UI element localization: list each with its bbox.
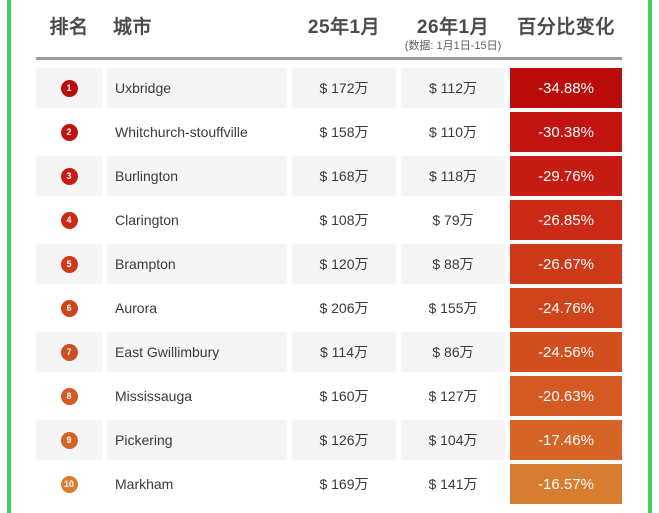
rank-badge: 8	[60, 387, 78, 405]
price-jan-2025: $ 158万	[292, 112, 396, 152]
city-name: Pickering	[107, 420, 287, 460]
rank-badge: 6	[60, 299, 78, 317]
pct-change-cell: -34.88%	[510, 68, 622, 108]
city-name: Markham	[107, 464, 287, 504]
price-jan-2025: $ 169万	[292, 464, 396, 504]
price-jan-2025: $ 206万	[292, 288, 396, 328]
price-jan-2026: $ 127万	[401, 376, 505, 416]
pct-change-cell: -17.46%	[510, 420, 622, 460]
pct-change-cell: -20.63%	[510, 376, 622, 416]
header-pct-change: 百分比变化	[517, 17, 615, 38]
rank-cell: 7	[36, 332, 102, 372]
rank-cell: 5	[36, 244, 102, 284]
pct-change-cell: -26.85%	[510, 200, 622, 240]
price-jan-2025: $ 168万	[292, 156, 396, 196]
rank-cell: 3	[36, 156, 102, 196]
rank-cell: 9	[36, 420, 102, 460]
price-jan-2025: $ 126万	[292, 420, 396, 460]
price-jan-2026: $ 112万	[401, 68, 505, 108]
rank-badge: 4	[60, 211, 78, 229]
price-jan-2025: $ 114万	[292, 332, 396, 372]
price-jan-2025: $ 120万	[292, 244, 396, 284]
table-header: 排名 城市 25年1月 26年1月 (数据: 1月1日-15日) 百分比变化	[36, 16, 622, 53]
price-jan-2025: $ 172万	[292, 68, 396, 108]
rank-badge: 10	[60, 475, 78, 493]
price-jan-2026: $ 110万	[401, 112, 505, 152]
rank-badge: 2	[60, 123, 78, 141]
rank-cell: 1	[36, 68, 102, 108]
city-name: Clarington	[107, 200, 287, 240]
pct-change-cell: -16.57%	[510, 464, 622, 504]
rank-cell: 4	[36, 200, 102, 240]
rank-badge: 3	[60, 167, 78, 185]
city-name: Uxbridge	[107, 68, 287, 108]
ranking-table: 1 Uxbridge $ 172万 $ 112万 -34.88% 2 Whitc…	[36, 68, 622, 504]
header-separator	[36, 57, 622, 60]
price-jan-2026: $ 155万	[401, 288, 505, 328]
city-name: Brampton	[107, 244, 287, 284]
table-content: 排名 城市 25年1月 26年1月 (数据: 1月1日-15日) 百分比变化 1…	[11, 0, 648, 504]
card-frame: 排名 城市 25年1月 26年1月 (数据: 1月1日-15日) 百分比变化 1…	[7, 0, 652, 513]
city-name: Burlington	[107, 156, 287, 196]
rank-badge: 9	[60, 431, 78, 449]
price-jan-2026: $ 141万	[401, 464, 505, 504]
price-jan-2026: $ 118万	[401, 156, 505, 196]
price-jan-2025: $ 160万	[292, 376, 396, 416]
rank-badge: 1	[60, 79, 78, 97]
price-jan-2025: $ 108万	[292, 200, 396, 240]
header-jan-2025: 25年1月	[307, 17, 381, 38]
price-jan-2026: $ 88万	[401, 244, 505, 284]
city-name: Aurora	[107, 288, 287, 328]
header-jan-2026-note: (数据: 1月1日-15日)	[404, 40, 502, 52]
price-jan-2026: $ 104万	[401, 420, 505, 460]
city-name: Whitchurch-stouffville	[107, 112, 287, 152]
rank-cell: 2	[36, 112, 102, 152]
header-city: 城市	[113, 17, 153, 38]
city-name: Mississauga	[107, 376, 287, 416]
rank-cell: 10	[36, 464, 102, 504]
price-jan-2026: $ 86万	[401, 332, 505, 372]
pct-change-cell: -24.56%	[510, 332, 622, 372]
header-jan-2026: 26年1月 (数据: 1月1日-15日)	[401, 16, 505, 53]
city-name: East Gwillimbury	[107, 332, 287, 372]
pct-change-cell: -30.38%	[510, 112, 622, 152]
rank-cell: 8	[36, 376, 102, 416]
rank-badge: 5	[60, 255, 78, 273]
pct-change-cell: -26.67%	[510, 244, 622, 284]
header-jan-2026-label: 26年1月	[416, 17, 490, 38]
pct-change-cell: -24.76%	[510, 288, 622, 328]
rank-badge: 7	[60, 343, 78, 361]
price-jan-2026: $ 79万	[401, 200, 505, 240]
pct-change-cell: -29.76%	[510, 156, 622, 196]
rank-cell: 6	[36, 288, 102, 328]
header-rank: 排名	[49, 17, 89, 38]
